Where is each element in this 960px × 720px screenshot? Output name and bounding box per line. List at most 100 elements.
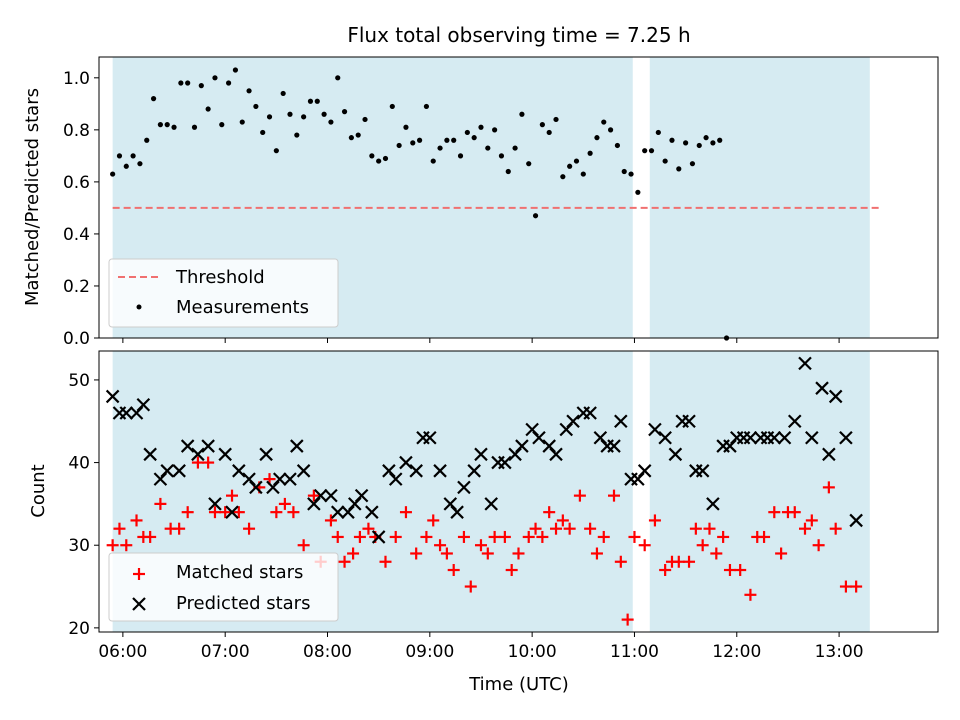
top-y-ticks: 0.0 0.2 0.4 0.6 0.8 1.0 bbox=[63, 69, 99, 349]
measurement-point bbox=[471, 135, 477, 141]
y-tick-label: 0.8 bbox=[63, 121, 90, 141]
measurements-legend-swatch bbox=[136, 304, 142, 310]
predicted-star-point bbox=[498, 455, 512, 470]
measurement-point bbox=[587, 150, 593, 156]
matched-star-point bbox=[464, 580, 477, 593]
matched-star-point bbox=[399, 506, 412, 519]
matched-star-point bbox=[144, 530, 157, 543]
measurement-point bbox=[137, 161, 143, 167]
matched-star-point bbox=[389, 530, 402, 543]
predicted-legend-swatch bbox=[132, 597, 146, 611]
matched-star-point bbox=[522, 530, 535, 543]
matched-star-point bbox=[614, 555, 627, 568]
predicted-star-point bbox=[365, 505, 379, 519]
measurement-point bbox=[403, 124, 409, 130]
predicted-star-point bbox=[172, 464, 186, 478]
matched-star-point bbox=[563, 522, 576, 535]
matched-star-point bbox=[550, 522, 563, 535]
matched-star-point bbox=[556, 514, 569, 527]
predicted-star-point bbox=[105, 389, 120, 404]
measurement-point bbox=[232, 67, 239, 73]
measurement-point bbox=[567, 163, 573, 169]
measurement-point bbox=[226, 80, 232, 86]
matched-star-point bbox=[689, 522, 702, 535]
measurement-point bbox=[703, 135, 709, 141]
measurement-point bbox=[144, 137, 150, 143]
predicted-star-point bbox=[330, 505, 345, 519]
matched-star-point bbox=[703, 522, 716, 535]
matched-star-point bbox=[219, 506, 232, 519]
predicted-star-point bbox=[583, 406, 597, 420]
matched-star-point bbox=[457, 530, 470, 543]
matched-star-point bbox=[607, 489, 620, 502]
measurement-point bbox=[423, 103, 430, 110]
measurement-point bbox=[157, 122, 163, 128]
predicted-star-point bbox=[805, 431, 819, 445]
measurement-point bbox=[526, 161, 532, 167]
chart-title: Flux total observing time = 7.25 h bbox=[347, 23, 690, 47]
measurement-point bbox=[669, 137, 675, 143]
matched-star-point bbox=[410, 547, 423, 560]
x-tick-label: 07:00 bbox=[201, 642, 250, 662]
matched-star-point bbox=[488, 530, 501, 543]
matched-star-point bbox=[775, 547, 788, 560]
measurement-point bbox=[130, 153, 136, 159]
predicted-star-point bbox=[566, 414, 580, 429]
predicted-legend-label: Predicted stars bbox=[176, 593, 310, 614]
predicted-star-point bbox=[648, 422, 662, 437]
measurements-legend-label: Measurements bbox=[176, 297, 309, 318]
matched-star-point bbox=[788, 506, 801, 519]
measurement-point bbox=[512, 145, 518, 151]
matched-star-point bbox=[621, 613, 634, 626]
matched-star-point bbox=[420, 530, 433, 543]
matched-star-point bbox=[434, 539, 447, 552]
matched-star-point bbox=[758, 530, 771, 543]
measurement-point bbox=[478, 124, 484, 130]
matched-star-point bbox=[659, 564, 672, 577]
predicted-star-point bbox=[515, 439, 529, 453]
predicted-star-point bbox=[828, 389, 843, 404]
predicted-star-point bbox=[849, 513, 863, 528]
matched-star-point bbox=[270, 506, 283, 519]
predicted-star-points bbox=[105, 356, 863, 544]
matched-star-point bbox=[529, 522, 542, 535]
x-tick-label: 06:00 bbox=[98, 642, 147, 662]
matched-star-point bbox=[226, 489, 239, 502]
x-tick-label: 11:00 bbox=[610, 642, 659, 662]
predicted-star-point bbox=[423, 431, 437, 445]
matched-star-point bbox=[672, 555, 685, 568]
predicted-star-point bbox=[777, 431, 792, 445]
matched-star-points bbox=[106, 456, 863, 626]
measurement-point bbox=[341, 109, 348, 115]
predicted-star-point bbox=[474, 447, 488, 462]
measurement-point bbox=[642, 148, 648, 154]
predicted-star-point bbox=[225, 505, 239, 519]
measurement-point bbox=[546, 129, 552, 136]
matched-star-point bbox=[331, 530, 344, 543]
measurement-point bbox=[457, 153, 464, 159]
matched-star-point bbox=[812, 539, 825, 552]
matched-star-point bbox=[347, 547, 360, 560]
matched-star-point bbox=[324, 514, 337, 527]
y-tick-label: 0.2 bbox=[63, 277, 90, 297]
bottom-x-ticks: 06:00 07:00 08:00 09:00 10:00 11:00 12:00 13:00 bbox=[98, 632, 864, 662]
measurement-point bbox=[396, 142, 402, 149]
y-tick-label: 40 bbox=[68, 454, 90, 474]
matched-star-point bbox=[648, 514, 661, 527]
measurement-point bbox=[239, 119, 245, 125]
measurement-point bbox=[635, 189, 641, 195]
matched-star-point bbox=[798, 522, 811, 535]
measurement-point bbox=[321, 111, 327, 117]
matched-star-point bbox=[584, 522, 597, 535]
matched-star-point bbox=[427, 514, 440, 527]
x-tick-label: 10:00 bbox=[508, 642, 557, 662]
matched-star-point bbox=[744, 588, 757, 601]
measurement-point bbox=[219, 122, 225, 128]
top-legend: Threshold Measurements bbox=[108, 258, 339, 328]
matched-star-point bbox=[474, 539, 487, 552]
measurement-point bbox=[594, 135, 600, 141]
matched-star-point bbox=[130, 514, 143, 527]
measurement-point bbox=[532, 213, 539, 219]
y-tick-label: 50 bbox=[68, 371, 90, 391]
matched-star-point bbox=[536, 530, 549, 543]
